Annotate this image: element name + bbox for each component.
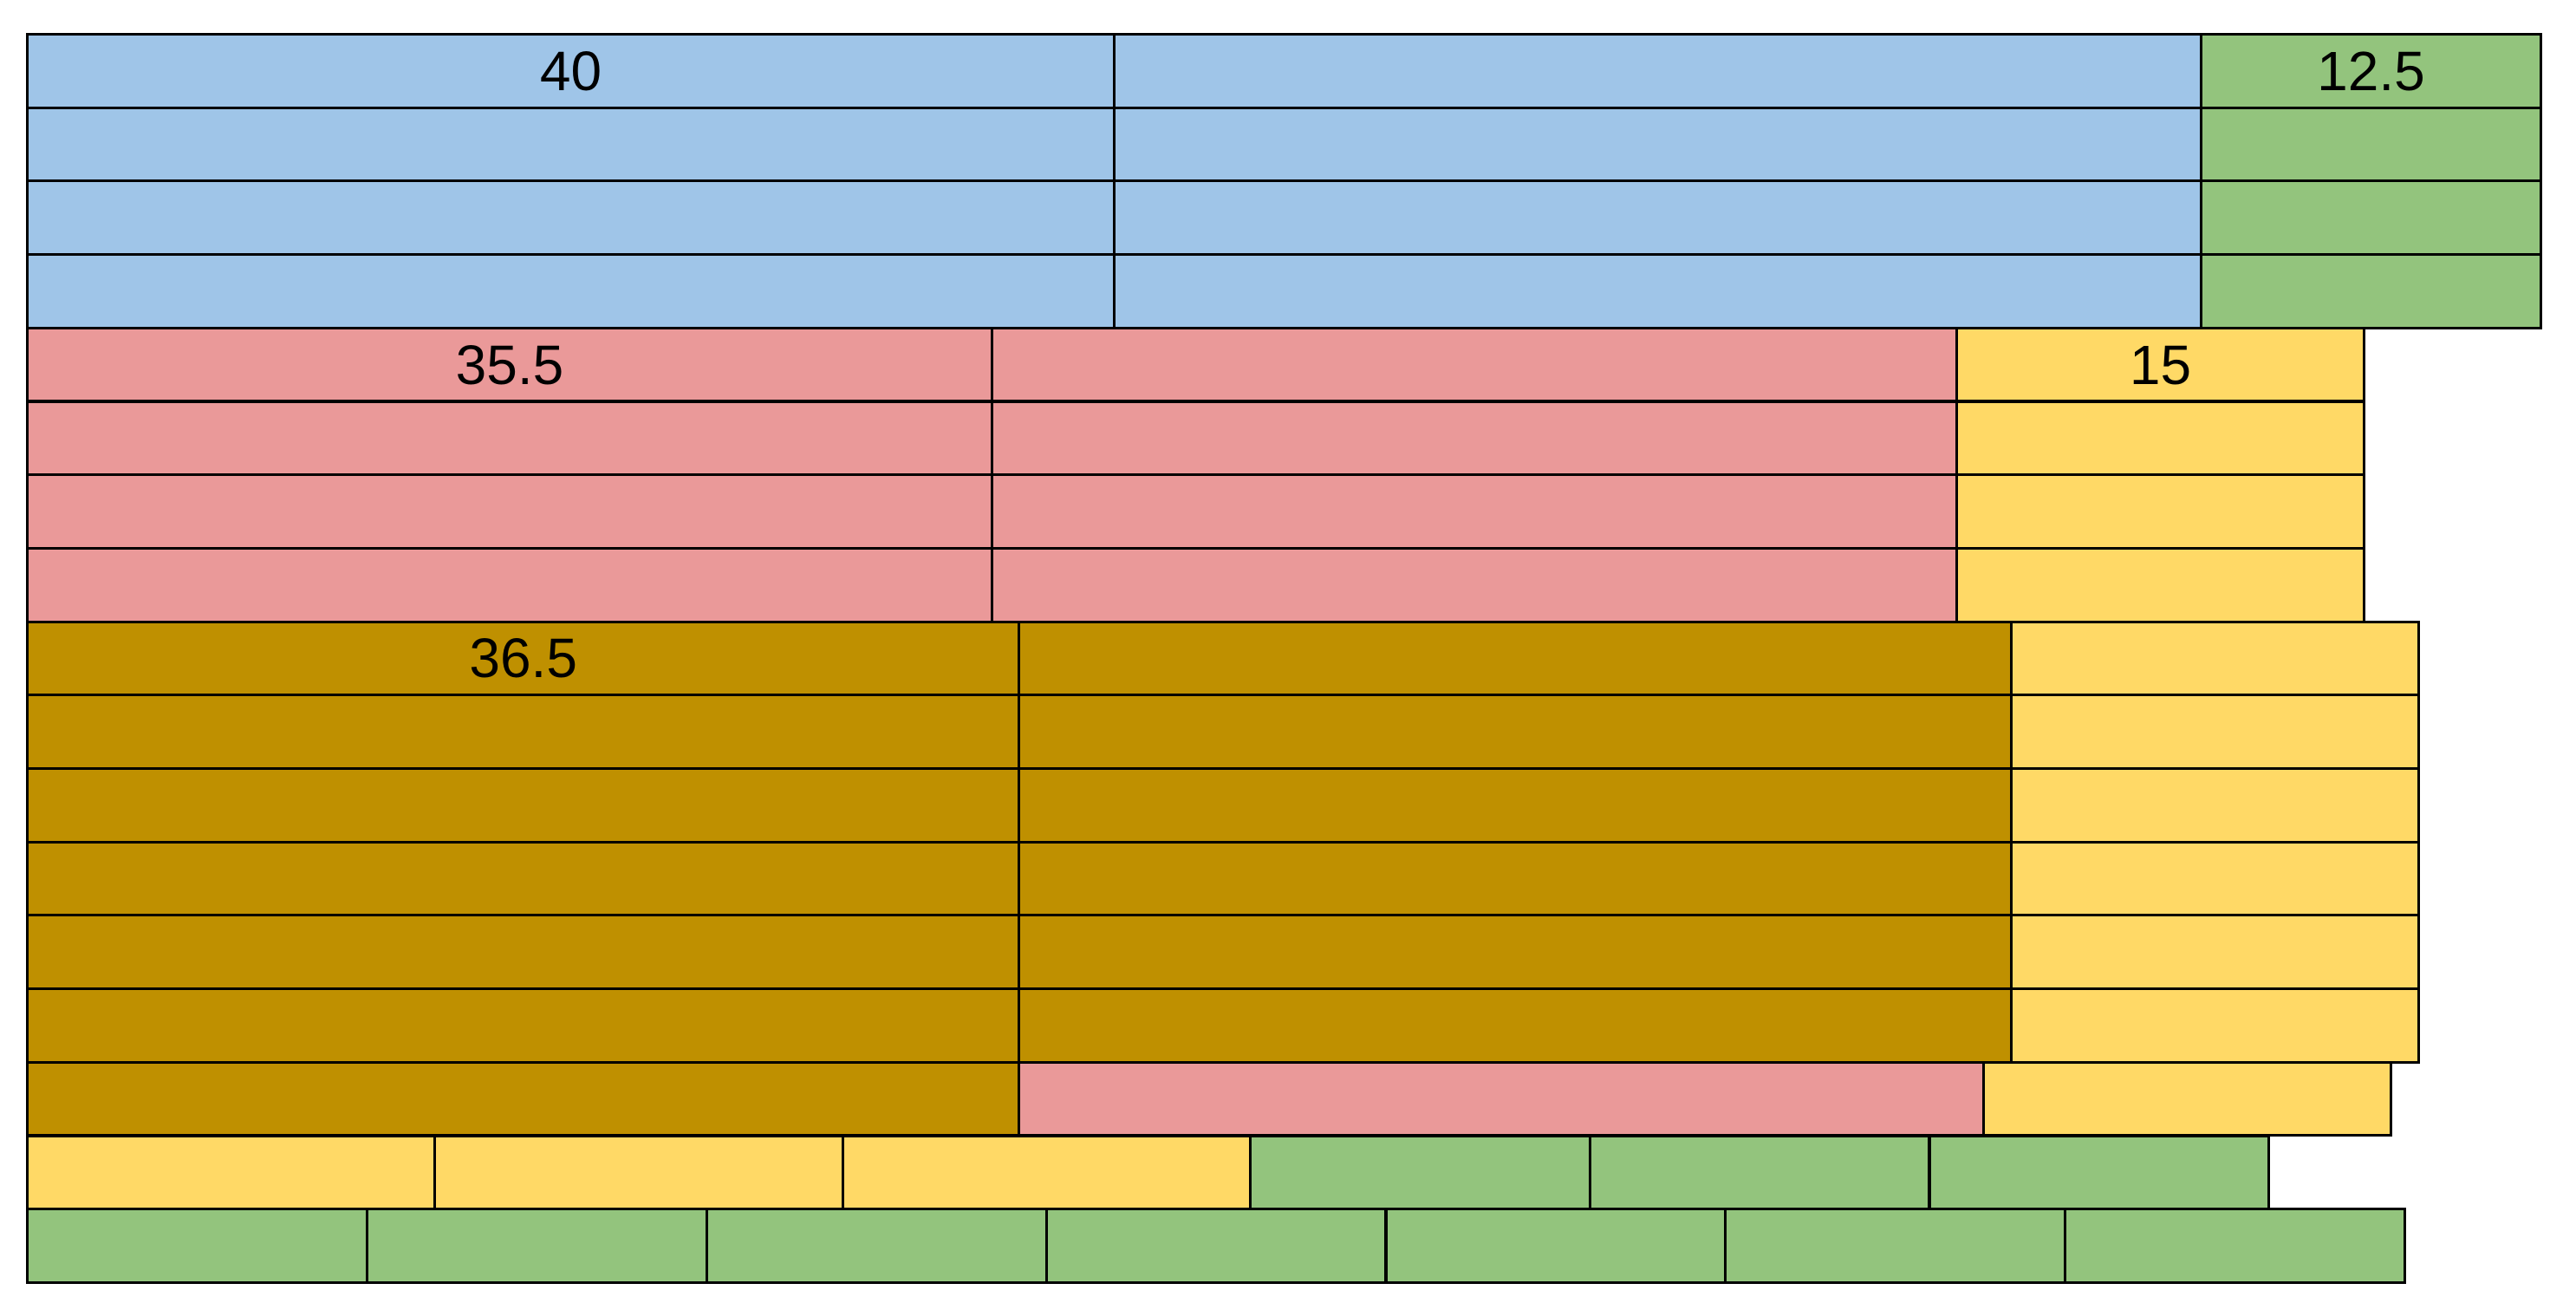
brick-length-label: 15	[2129, 333, 2192, 396]
yellow-brick	[841, 1134, 1252, 1211]
pink-brick	[990, 546, 1958, 623]
gold-brick	[1018, 694, 2013, 770]
yellow-brick	[1955, 400, 2366, 477]
gold-brick	[26, 914, 1021, 991]
blue-brick	[1113, 179, 2202, 257]
green-brick	[365, 1208, 708, 1284]
yellow-brick	[2009, 767, 2420, 844]
blue-brick	[1113, 253, 2202, 329]
blue-brick	[26, 106, 1116, 183]
green-brick	[1044, 1208, 1388, 1284]
yellow-brick	[26, 1134, 437, 1211]
gold-brick	[1018, 620, 2013, 697]
gold-brick	[26, 1060, 1021, 1137]
green-brick	[2200, 253, 2542, 329]
pink-brick: 35.5	[26, 326, 993, 403]
green-brick	[1588, 1134, 1931, 1211]
brick-length-label: 40	[539, 39, 602, 102]
yellow-brick	[2009, 840, 2420, 917]
blue-brick	[1113, 106, 2202, 183]
gold-brick	[26, 987, 1021, 1064]
green-brick	[1724, 1208, 2067, 1284]
gold-brick	[1018, 987, 2013, 1064]
gold-brick	[26, 767, 1021, 844]
brick-length-label: 12.5	[2317, 39, 2425, 102]
green-brick	[705, 1208, 1048, 1284]
blue-brick	[1113, 33, 2202, 109]
green-brick	[2064, 1208, 2407, 1284]
blue-brick	[26, 179, 1116, 257]
green-brick	[26, 1208, 368, 1284]
blue-brick: 40	[26, 33, 1116, 109]
gold-brick: 36.5	[26, 620, 1021, 697]
green-brick	[2200, 179, 2542, 257]
gold-brick	[1018, 840, 2013, 917]
brick-length-label: 36.5	[469, 627, 577, 690]
pink-brick	[990, 473, 1958, 550]
gold-brick	[1018, 767, 2013, 844]
pink-brick	[990, 326, 1958, 403]
yellow-brick	[2009, 694, 2420, 770]
yellow-brick	[1955, 473, 2366, 550]
pink-brick	[26, 546, 993, 623]
yellow-brick	[1982, 1060, 2393, 1137]
yellow-brick: 15	[1955, 326, 2366, 403]
green-brick	[1928, 1134, 2271, 1211]
yellow-brick	[433, 1134, 844, 1211]
yellow-brick	[2009, 987, 2420, 1064]
pink-brick	[26, 473, 993, 550]
yellow-brick	[1955, 546, 2366, 623]
yellow-brick	[2009, 914, 2420, 991]
pink-brick	[26, 400, 993, 477]
brick-length-label: 35.5	[455, 333, 564, 396]
gold-brick	[26, 694, 1021, 770]
green-brick: 12.5	[2200, 33, 2542, 109]
pink-brick	[990, 400, 1958, 477]
gold-brick	[26, 840, 1021, 917]
blue-brick	[26, 253, 1116, 329]
green-brick	[1248, 1134, 1591, 1211]
pink-brick	[1018, 1060, 1986, 1137]
green-brick	[1384, 1208, 1727, 1284]
yellow-brick	[2009, 620, 2420, 697]
gold-brick	[1018, 914, 2013, 991]
green-brick	[2200, 106, 2542, 183]
